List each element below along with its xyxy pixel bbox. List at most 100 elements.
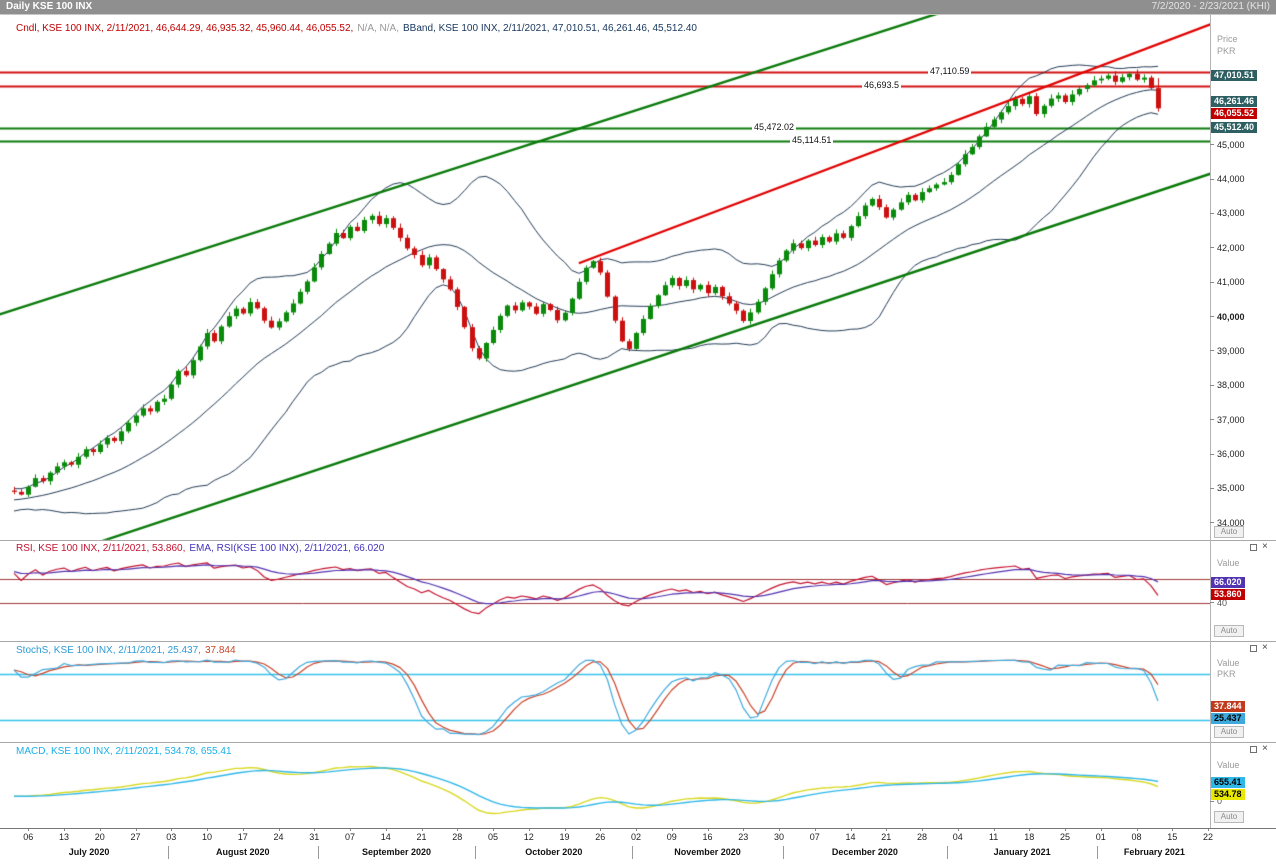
price-tick-mark: [1210, 487, 1214, 489]
month-label: July 2020: [68, 847, 110, 857]
date-tick-label: 01: [1095, 832, 1106, 842]
stoch-close-icon[interactable]: ×: [1262, 642, 1268, 653]
legend-stoch-series[interactable]: StochS, KSE 100 INX, 2/11/2021, 25.437,: [16, 645, 201, 656]
rsi-tick-label: 40: [1217, 597, 1228, 608]
legend-rsi-ema-series[interactable]: EMA, RSI(KSE 100 INX), 2/11/2021, 66.020: [189, 543, 385, 554]
date-tick-label: 14: [380, 832, 391, 842]
date-tick-label: 07: [809, 832, 820, 842]
macd-tick-label: 0: [1217, 796, 1223, 807]
date-tick-label: 20: [94, 832, 105, 842]
date-tick-label: 02: [631, 832, 642, 842]
date-tick-mark: [1136, 828, 1138, 831]
date-tick-mark: [743, 828, 745, 831]
rsi-close-icon[interactable]: ×: [1262, 541, 1268, 552]
date-tick-label: 19: [559, 832, 570, 842]
month-separator: [475, 846, 477, 859]
price-tick-mark: [1210, 247, 1214, 249]
rsi-auto-button[interactable]: Auto: [1214, 625, 1244, 637]
date-tick-mark: [207, 828, 209, 831]
legend-candle-series[interactable]: Cndl, KSE 100 INX, 2/11/2021, 46,644.29,…: [16, 23, 354, 34]
price-level-label: 46,693.5: [862, 80, 902, 92]
date-tick-label: 16: [702, 832, 713, 842]
rsi-maximize-icon[interactable]: [1250, 544, 1257, 551]
date-tick-label: 07: [345, 832, 356, 842]
price-level-label: 45,114.51: [790, 134, 834, 146]
chart-date-range: 7/2/2020 - 2/23/2021 (KHI): [1151, 1, 1270, 12]
price-tick-mark: [1210, 144, 1214, 146]
rsi-panel-separator[interactable]: [0, 540, 1276, 541]
date-tick-label: 10: [202, 832, 213, 842]
legend-rsi-series[interactable]: RSI, KSE 100 INX, 2/11/2021, 53.860,: [16, 543, 186, 554]
macd-panel-separator[interactable]: [0, 742, 1276, 743]
rsi-legend: RSI, KSE 100 INX, 2/11/2021, 53.860, EMA,…: [16, 543, 388, 554]
chart-canvas[interactable]: [0, 0, 1210, 828]
date-tick-label: 30: [774, 832, 785, 842]
date-tick-label: 22: [1203, 832, 1214, 842]
price-tick-label: 43,000: [1217, 208, 1245, 219]
stoch-d-badge: 37.844: [1211, 700, 1245, 712]
legend-macd-series[interactable]: MACD, KSE 100 INX, 2/11/2021, 534.78, 65…: [16, 746, 232, 757]
date-tick-mark: [636, 828, 638, 831]
date-tick-mark: [814, 828, 816, 831]
date-tick-mark: [564, 828, 566, 831]
macd-close-icon[interactable]: ×: [1262, 743, 1268, 754]
stoch-auto-button[interactable]: Auto: [1214, 726, 1244, 738]
date-tick-label: 27: [130, 832, 141, 842]
macd-maximize-icon[interactable]: [1250, 746, 1257, 753]
price-tick-label: 39,000: [1217, 345, 1245, 356]
price-tick-label: 34,000: [1217, 517, 1245, 528]
date-tick-label: 28: [917, 832, 928, 842]
date-tick-mark: [135, 828, 137, 831]
month-separator: [782, 846, 784, 859]
price-axis-title: Price: [1217, 34, 1238, 44]
price-tick-label: 37,000: [1217, 414, 1245, 425]
price-tick-mark: [1210, 419, 1214, 421]
date-tick-mark: [1100, 828, 1102, 831]
legend-bband-series[interactable]: BBand, KSE 100 INX, 2/11/2021, 47,010.51…: [403, 23, 697, 34]
date-tick-label: 12: [523, 832, 534, 842]
date-tick-mark: [600, 828, 602, 831]
date-tick-label: 25: [1060, 832, 1071, 842]
stoch-panel-separator[interactable]: [0, 641, 1276, 642]
date-tick-label: 08: [1131, 832, 1142, 842]
price-tick-label: 40,000: [1217, 311, 1245, 322]
date-tick-label: 06: [23, 832, 34, 842]
price-tick-mark: [1210, 212, 1214, 214]
month-label: December 2020: [831, 847, 898, 857]
date-tick-mark: [350, 828, 352, 831]
legend-stoch-d-value[interactable]: 37.844: [204, 645, 236, 656]
stoch-maximize-icon[interactable]: [1250, 645, 1257, 652]
date-tick-mark: [886, 828, 888, 831]
date-tick-label: 09: [666, 832, 677, 842]
macd-tick-mark: [1210, 800, 1214, 802]
month-separator: [632, 846, 634, 859]
macd-value-badge: 534.78: [1211, 788, 1245, 800]
main-auto-button[interactable]: Auto: [1214, 526, 1244, 538]
date-tick-mark: [707, 828, 709, 831]
macd-legend: MACD, KSE 100 INX, 2/11/2021, 534.78, 65…: [16, 746, 236, 757]
date-tick-mark: [493, 828, 495, 831]
month-separator: [167, 846, 169, 859]
month-label: October 2020: [525, 847, 583, 857]
bband-mid-badge: 46,261.46: [1211, 95, 1258, 107]
price-tick-label: 38,000: [1217, 380, 1245, 391]
date-tick-label: 21: [416, 832, 427, 842]
date-tick-label: 05: [488, 832, 499, 842]
month-label: February 2021: [1123, 847, 1185, 857]
date-tick-label: 14: [845, 832, 856, 842]
price-tick-label: 35,000: [1217, 483, 1245, 494]
bband-upper-badge: 47,010.51: [1211, 70, 1258, 82]
stoch-axis-unit: PKR: [1217, 669, 1236, 679]
month-label: August 2020: [216, 847, 270, 857]
month-separator: [947, 846, 949, 859]
price-tick-mark: [1210, 453, 1214, 455]
price-axis-separator[interactable]: [1210, 14, 1211, 828]
date-tick-mark: [922, 828, 924, 831]
price-tick-mark: [1210, 281, 1214, 283]
date-tick-label: 26: [595, 832, 606, 842]
date-tick-mark: [957, 828, 959, 831]
macd-auto-button[interactable]: Auto: [1214, 811, 1244, 823]
date-tick-label: 17: [237, 832, 248, 842]
date-tick-mark: [779, 828, 781, 831]
month-separator: [1097, 846, 1099, 859]
